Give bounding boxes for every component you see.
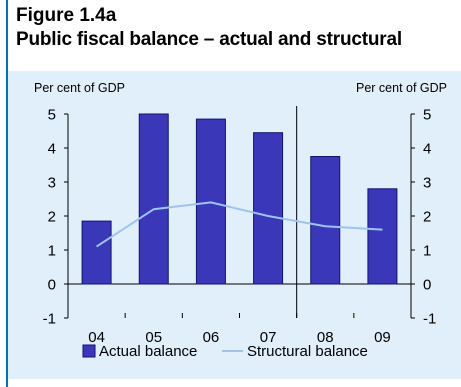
- y-tick-label-left: 4: [48, 141, 56, 158]
- y-tick-label-left: 5: [48, 107, 56, 124]
- bar-actual-balance: [367, 188, 398, 285]
- y-tick-label-right: 0: [423, 277, 431, 294]
- y-tick-label-left: 2: [48, 209, 56, 226]
- x-tick-label: 06: [203, 329, 220, 346]
- legend-label-actual-balance: Actual balance: [99, 343, 197, 360]
- y-tick-label-left: 3: [48, 175, 56, 192]
- x-tick-label: 08: [317, 329, 334, 346]
- figure-title: Public fiscal balance – actual and struc…: [16, 29, 402, 50]
- y-tick-label-right: 5: [423, 107, 431, 124]
- x-tick-label: 05: [145, 329, 162, 346]
- y-tick-label-left: -1: [43, 311, 56, 328]
- y-tick-label-right: 3: [423, 175, 431, 192]
- y-tick-label-right: 1: [423, 243, 431, 260]
- legend-label-structural-balance: Structural balance: [247, 343, 368, 360]
- bar-actual-balance: [138, 113, 169, 285]
- figure-label: Figure 1.4a: [16, 5, 117, 26]
- bar-actual-balance: [253, 132, 284, 285]
- bar-actual-balance: [81, 220, 112, 285]
- x-tick-label: 04: [88, 329, 105, 346]
- legend-swatch-actual-balance: [82, 344, 96, 358]
- y-tick-label-right: 4: [423, 141, 431, 158]
- y-tick-label-left: 0: [48, 277, 56, 294]
- y-axis-label-left: Per cent of GDP: [34, 81, 125, 95]
- bar-actual-balance: [310, 156, 341, 285]
- y-axis-label-right: Per cent of GDP: [356, 81, 447, 95]
- x-tick-label: 09: [374, 329, 391, 346]
- x-tick-label: 07: [260, 329, 277, 346]
- y-tick-label-left: 1: [48, 243, 56, 260]
- y-tick-label-right: -1: [423, 311, 436, 328]
- line-structural-balance: [96, 201, 383, 248]
- figure-header: Figure 1.4a Public fiscal balance – actu…: [16, 4, 461, 52]
- y-tick-label-right: 2: [423, 209, 431, 226]
- accent-rule: [6, 0, 8, 387]
